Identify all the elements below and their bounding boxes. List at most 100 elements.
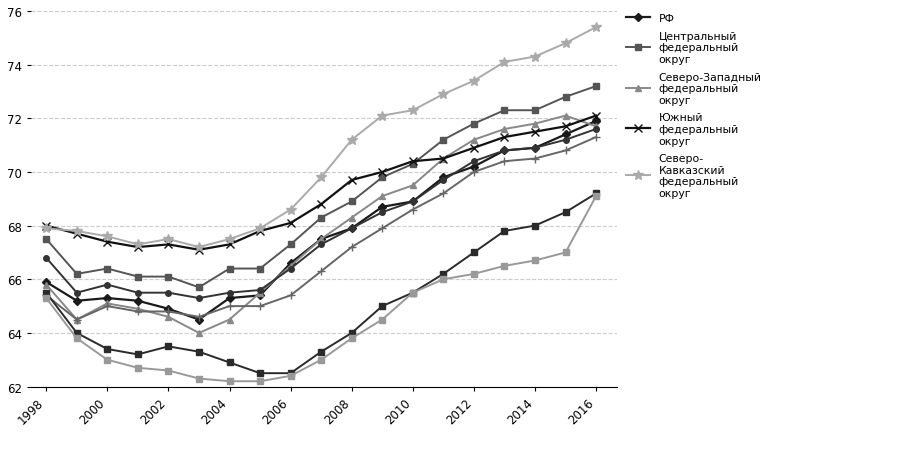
- Южный
федеральный
округ: [529, 130, 540, 135]
- Центральный
федеральный
округ: [72, 272, 83, 277]
- Южный
федеральный
округ: [590, 114, 601, 119]
- Северо-Западный
федеральный
округ: [224, 317, 235, 323]
- РФ: [346, 226, 357, 232]
- Южный
федеральный
округ: [438, 157, 449, 162]
- Центральный
федеральный
округ: [438, 138, 449, 143]
- Северо-Западный
федеральный
округ: [193, 330, 204, 336]
- Line: РФ: РФ: [44, 119, 599, 323]
- Центральный
федеральный
округ: [316, 215, 327, 221]
- Северо-
Кавказский
федеральный
округ: [72, 229, 83, 234]
- Центральный
федеральный
округ: [41, 237, 52, 242]
- РФ: [133, 298, 143, 304]
- Северо-
Кавказский
федеральный
округ: [285, 207, 296, 213]
- Line: Южный
федеральный
округ: Южный федеральный округ: [42, 112, 600, 254]
- Северо-Западный
федеральный
округ: [529, 121, 540, 127]
- Северо-
Кавказский
федеральный
округ: [254, 226, 265, 232]
- Южный
федеральный
округ: [346, 178, 357, 183]
- Центральный
федеральный
округ: [193, 285, 204, 290]
- РФ: [41, 280, 52, 285]
- Северо-
Кавказский
федеральный
округ: [193, 245, 204, 250]
- РФ: [285, 261, 296, 266]
- Центральный
федеральный
округ: [163, 274, 173, 280]
- Северо-Западный
федеральный
округ: [316, 237, 327, 242]
- Северо-
Кавказский
федеральный
округ: [560, 41, 571, 47]
- Северо-
Кавказский
федеральный
округ: [499, 60, 510, 66]
- Северо-
Кавказский
федеральный
округ: [438, 92, 449, 98]
- Северо-Западный
федеральный
округ: [438, 157, 449, 162]
- РФ: [529, 146, 540, 151]
- Южный
федеральный
округ: [499, 135, 510, 141]
- Южный
федеральный
округ: [193, 248, 204, 253]
- РФ: [438, 175, 449, 181]
- РФ: [316, 237, 327, 242]
- Южный
федеральный
округ: [285, 221, 296, 226]
- Южный
федеральный
округ: [224, 242, 235, 248]
- Северо-Западный
федеральный
округ: [254, 290, 265, 296]
- Северо-Западный
федеральный
округ: [560, 114, 571, 119]
- РФ: [163, 306, 173, 312]
- РФ: [499, 148, 510, 154]
- Северо-
Кавказский
федеральный
округ: [469, 79, 479, 84]
- Центральный
федеральный
округ: [346, 199, 357, 205]
- Южный
федеральный
округ: [560, 124, 571, 130]
- Северо-Западный
федеральный
округ: [102, 301, 113, 307]
- Южный
федеральный
округ: [163, 242, 173, 248]
- Центральный
федеральный
округ: [102, 266, 113, 272]
- Южный
федеральный
округ: [102, 239, 113, 245]
- Центральный
федеральный
округ: [560, 95, 571, 100]
- Южный
федеральный
округ: [408, 159, 419, 165]
- Центральный
федеральный
округ: [469, 121, 479, 127]
- Центральный
федеральный
округ: [377, 175, 388, 181]
- РФ: [590, 119, 601, 124]
- Северо-Западный
федеральный
округ: [41, 282, 52, 288]
- Северо-Западный
федеральный
округ: [72, 317, 83, 323]
- Южный
федеральный
округ: [41, 223, 52, 229]
- РФ: [469, 164, 479, 170]
- Северо-
Кавказский
федеральный
округ: [316, 175, 327, 181]
- Южный
федеральный
округ: [469, 146, 479, 151]
- Северо-Западный
федеральный
округ: [590, 124, 601, 130]
- Центральный
федеральный
округ: [285, 242, 296, 248]
- Центральный
федеральный
округ: [408, 162, 419, 167]
- Южный
федеральный
округ: [72, 232, 83, 237]
- РФ: [377, 205, 388, 210]
- Центральный
федеральный
округ: [499, 108, 510, 114]
- Северо-
Кавказский
федеральный
округ: [590, 25, 601, 30]
- Северо-Западный
федеральный
округ: [163, 314, 173, 320]
- Line: Северо-Западный
федеральный
округ: Северо-Западный федеральный округ: [43, 113, 599, 337]
- Центральный
федеральный
округ: [254, 266, 265, 272]
- РФ: [72, 298, 83, 304]
- Северо-Западный
федеральный
округ: [346, 215, 357, 221]
- Северо-
Кавказский
федеральный
округ: [346, 138, 357, 143]
- РФ: [254, 293, 265, 298]
- Центральный
федеральный
округ: [529, 108, 540, 114]
- Северо-
Кавказский
федеральный
округ: [377, 114, 388, 119]
- Северо-Западный
федеральный
округ: [469, 138, 479, 143]
- Южный
федеральный
округ: [133, 245, 143, 250]
- Северо-
Кавказский
федеральный
округ: [224, 237, 235, 242]
- Северо-
Кавказский
федеральный
округ: [529, 55, 540, 60]
- Южный
федеральный
округ: [377, 170, 388, 175]
- Центральный
федеральный
округ: [133, 274, 143, 280]
- РФ: [224, 296, 235, 301]
- Северо-
Кавказский
федеральный
округ: [133, 242, 143, 248]
- Северо-
Кавказский
федеральный
округ: [163, 237, 173, 242]
- РФ: [560, 132, 571, 138]
- Центральный
федеральный
округ: [590, 84, 601, 90]
- РФ: [102, 296, 113, 301]
- Центральный
федеральный
округ: [224, 266, 235, 272]
- Северо-Западный
федеральный
округ: [499, 127, 510, 132]
- Северо-Западный
федеральный
округ: [408, 183, 419, 189]
- Северо-Западный
федеральный
округ: [285, 263, 296, 269]
- Северо-
Кавказский
федеральный
округ: [102, 234, 113, 239]
- Южный
федеральный
округ: [316, 202, 327, 207]
- Северо-
Кавказский
федеральный
округ: [41, 226, 52, 232]
- Северо-Западный
федеральный
округ: [133, 306, 143, 312]
- Северо-
Кавказский
федеральный
округ: [408, 108, 419, 114]
- РФ: [193, 317, 204, 323]
- Южный
федеральный
округ: [254, 229, 265, 234]
- Legend: РФ, Центральный
федеральный
округ, Северо-Западный
федеральный
округ, Южный
феде: РФ, Центральный федеральный округ, Север…: [623, 10, 765, 202]
- РФ: [408, 199, 419, 205]
- Line: Центральный
федеральный
округ: Центральный федеральный округ: [43, 83, 599, 291]
- Северо-Западный
федеральный
округ: [377, 194, 388, 199]
